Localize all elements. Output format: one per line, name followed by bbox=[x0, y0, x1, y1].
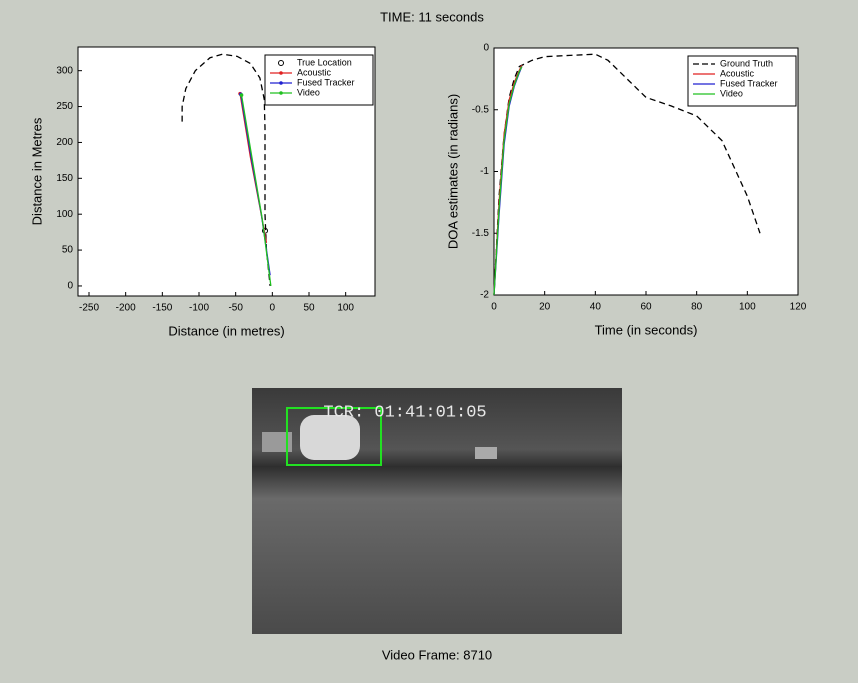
x-tick-label: -50 bbox=[228, 303, 243, 314]
y-tick-label: 150 bbox=[56, 173, 73, 184]
y-tick-label: 300 bbox=[56, 65, 73, 76]
x-tick-label: 0 bbox=[270, 303, 276, 314]
x-tick-label: 40 bbox=[590, 302, 602, 313]
legend-label: True Location bbox=[297, 57, 352, 67]
x-tick-label: 60 bbox=[640, 302, 652, 313]
y-tick-label: 0 bbox=[483, 43, 489, 54]
x-tick-label: 20 bbox=[539, 302, 551, 313]
x-tick-label: 120 bbox=[790, 302, 807, 313]
timecode: TCR: 01:41:01:05 bbox=[323, 403, 486, 422]
y-tick-label: 50 bbox=[62, 245, 74, 256]
y-axis-label: Distance in Metres bbox=[29, 117, 44, 225]
x-tick-label: 100 bbox=[739, 302, 756, 313]
legend-label: Fused Tracker bbox=[720, 78, 778, 88]
x-tick-label: -250 bbox=[79, 303, 99, 314]
x-tick-label: -150 bbox=[152, 303, 172, 314]
legend-marker bbox=[279, 81, 283, 85]
y-tick-label: -1.5 bbox=[472, 228, 490, 239]
x-tick-label: 50 bbox=[303, 303, 315, 314]
y-tick-label: 200 bbox=[56, 137, 73, 148]
legend-label: Ground Truth bbox=[720, 58, 773, 68]
legend-label: Video bbox=[297, 87, 320, 97]
x-tick-label: -200 bbox=[116, 303, 136, 314]
vehicle bbox=[300, 415, 360, 460]
y-tick-label: 250 bbox=[56, 101, 73, 112]
building bbox=[262, 432, 292, 452]
legend-marker bbox=[279, 91, 283, 95]
y-axis-label: DOA estimates (in radians) bbox=[445, 94, 460, 249]
x-axis-label: Time (in seconds) bbox=[595, 322, 698, 337]
y-tick-label: -2 bbox=[480, 290, 489, 301]
video-caption: Video Frame: 8710 bbox=[382, 647, 492, 662]
marker bbox=[239, 93, 244, 97]
x-tick-label: 80 bbox=[691, 302, 703, 313]
x-tick-label: 100 bbox=[337, 303, 354, 314]
y-tick-label: 0 bbox=[67, 281, 73, 292]
x-axis-label: Distance (in metres) bbox=[168, 323, 284, 338]
legend-label: Video bbox=[720, 88, 743, 98]
vehicle-2 bbox=[475, 447, 497, 459]
y-tick-label: -0.5 bbox=[472, 104, 490, 115]
legend-marker bbox=[278, 60, 284, 66]
series-line bbox=[181, 53, 271, 287]
series-line bbox=[493, 53, 761, 296]
series-line bbox=[493, 66, 523, 296]
legend-label: Fused Tracker bbox=[297, 77, 355, 87]
video-frame: TCR: 01:41:01:05 bbox=[252, 388, 622, 634]
legend-label: Acoustic bbox=[297, 67, 332, 77]
tracking-box bbox=[286, 407, 382, 466]
legend-label: Acoustic bbox=[720, 68, 755, 78]
x-tick-label: 0 bbox=[491, 302, 497, 313]
y-tick-label: 100 bbox=[56, 209, 73, 220]
series-line bbox=[240, 94, 272, 287]
x-tick-label: -100 bbox=[189, 303, 209, 314]
y-tick-label: -1 bbox=[480, 166, 489, 177]
legend-marker bbox=[279, 71, 283, 75]
figure-title: TIME: 11 seconds bbox=[380, 9, 484, 24]
